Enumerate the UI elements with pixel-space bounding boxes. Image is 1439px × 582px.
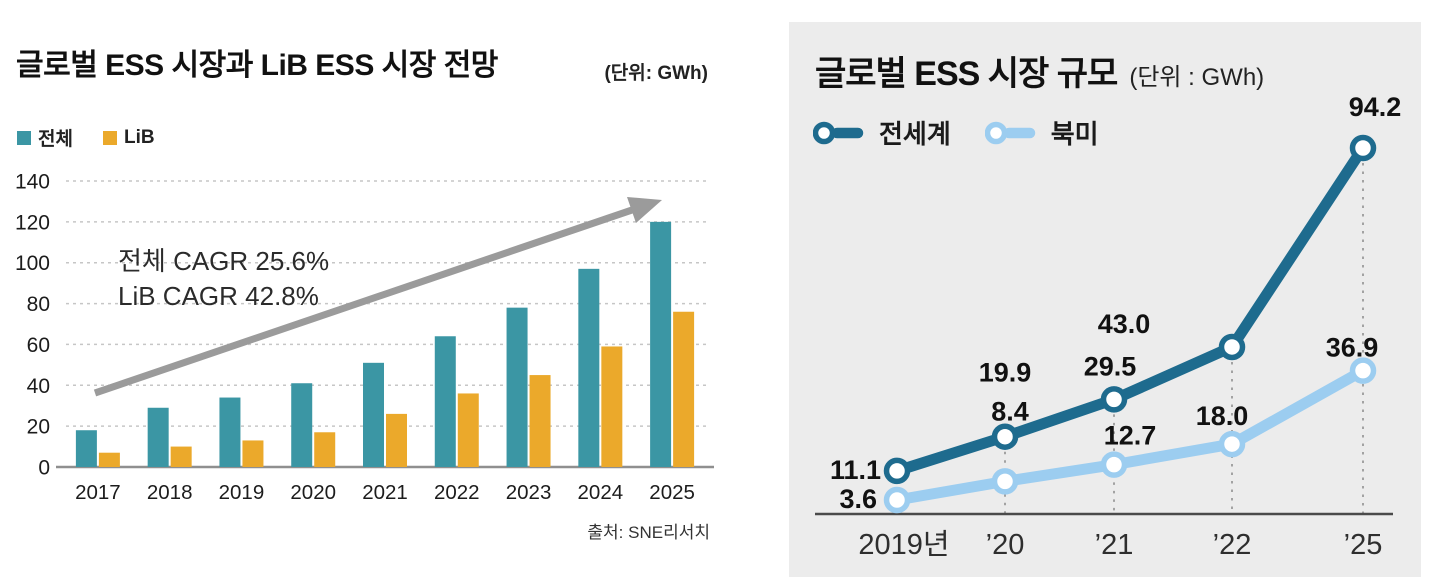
legend-swatch-icon — [102, 130, 117, 145]
legend-label: 전체 — [38, 129, 73, 150]
x-axis-tick-label: 2022 — [434, 481, 480, 504]
data-label-north-america: 3.6 — [839, 484, 877, 514]
left-chart-unit: (단위: GWh) — [604, 63, 708, 84]
x-axis-tick-label: 2017 — [75, 481, 121, 504]
x-axis-tick-label: 2024 — [578, 481, 624, 504]
bar-lib — [673, 311, 695, 467]
point-marker-worldwide — [883, 457, 911, 485]
y-axis-tick-label: 0 — [38, 457, 50, 480]
y-axis-tick-label: 40 — [27, 375, 50, 398]
data-label-worldwide: 19.9 — [979, 358, 1032, 388]
y-axis-tick-label: 100 — [15, 252, 50, 275]
x-axis-tick-label: ’21 — [1095, 529, 1134, 561]
bar-total — [578, 268, 600, 467]
bar-lib — [314, 432, 336, 467]
legend-item: 전체 — [17, 124, 73, 151]
data-label-north-america: 8.4 — [991, 396, 1029, 426]
left-chart-title: 글로벌 ESS 시장과 LiB ESS 시장 전망 — [16, 49, 498, 82]
right-chart-legend: 전세계 북미 — [813, 114, 1099, 151]
y-axis-tick-label: 80 — [27, 293, 50, 316]
trend-arrow — [93, 206, 634, 397]
left-chart-plot: 0 20 40 60 80 100 120 140 2017 2018 2019 2020 2021 20… — [0, 160, 740, 512]
data-label-north-america: 18.0 — [1196, 401, 1249, 431]
y-axis-tick-label: 20 — [27, 416, 50, 439]
legend-label: 북미 — [1050, 119, 1099, 149]
right-chart-title-row: 글로벌 ESS 시장 규모 (단위 : GWh) — [815, 46, 1264, 95]
right-chart-panel: 2019년 ’20 ’21 ’22 ’25 11.1 19.9 29.5 43.0 94.2 3.6… — [789, 22, 1421, 577]
legend-ring — [813, 121, 836, 144]
data-label-north-america: 12.7 — [1104, 421, 1157, 451]
data-label-worldwide: 11.1 — [830, 455, 881, 485]
line-chart-svg: 2019년 ’20 ’21 ’22 ’25 11.1 19.9 29.5 43.0 94.2 3.6… — [789, 22, 1421, 577]
point-marker-worldwide — [1349, 134, 1377, 162]
data-label-worldwide: 43.0 — [1098, 309, 1151, 339]
right-chart-plot: 2019년 ’20 ’21 ’22 ’25 11.1 19.9 29.5 43.0 94.2 3.6… — [789, 22, 1421, 577]
trend-arrow-head — [627, 197, 662, 223]
panel-background — [789, 22, 1421, 577]
bar-lib — [457, 393, 479, 467]
point-marker-north-america — [1349, 357, 1377, 384]
legend-item: 북미 — [984, 114, 1099, 151]
point-marker-worldwide — [991, 423, 1019, 450]
x-axis-tick-label: 2019 — [219, 481, 265, 504]
legend-marker-icon — [984, 121, 1036, 144]
x-axis-tick-label: 2021 — [362, 481, 408, 504]
x-axis-tick-label: ’25 — [1344, 529, 1383, 561]
data-label-worldwide: 29.5 — [1084, 351, 1137, 381]
bar-lib — [98, 452, 120, 467]
legend-swatch-icon — [17, 130, 31, 145]
cagr-annotation: 전체 CAGR 25.6% — [118, 246, 329, 276]
y-axis-tick-label: 60 — [27, 334, 50, 357]
point-marker-north-america — [883, 486, 911, 514]
point-marker-worldwide — [1218, 333, 1246, 361]
x-axis-tick-label: 2025 — [649, 481, 695, 504]
bar-total — [147, 407, 169, 467]
bar-total — [434, 336, 456, 467]
y-axis-tick-label: 140 — [15, 171, 50, 194]
cagr-annotation: LiB CAGR 42.8% — [118, 281, 319, 311]
right-chart-unit: (단위 : GWh) — [1129, 64, 1265, 91]
x-axis-tick-label: 2019년 — [858, 529, 949, 561]
y-axis-tick-label: 120 — [15, 211, 50, 234]
legend-ring — [984, 121, 1008, 144]
legend-marker-icon — [813, 121, 864, 144]
x-axis-tick-label: 2023 — [506, 481, 552, 504]
source-label: 출처: SNE리서치 — [587, 523, 710, 542]
bar-lib — [170, 446, 192, 467]
x-axis-tick-label: 2018 — [147, 481, 193, 504]
legend-item: 전세계 — [813, 114, 951, 151]
point-marker-north-america — [1100, 451, 1128, 478]
x-axis-tick-label: 2020 — [290, 481, 336, 504]
point-marker-worldwide — [1100, 386, 1128, 413]
bar-total — [291, 383, 313, 467]
legend-item: LiB — [102, 126, 155, 149]
bar-lib — [242, 440, 264, 467]
legend-label: 전세계 — [879, 119, 951, 149]
bar-lib — [601, 346, 623, 467]
point-marker-north-america — [991, 468, 1019, 495]
data-label-north-america: 36.9 — [1326, 333, 1379, 363]
right-chart-title: 글로벌 ESS 시장 규모 — [815, 55, 1118, 93]
bar-lib — [529, 375, 551, 467]
x-axis-tick-label: ’20 — [986, 529, 1025, 561]
bar-total — [363, 362, 384, 467]
data-label-worldwide: 94.2 — [1349, 92, 1402, 122]
left-chart-panel: 글로벌 ESS 시장과 LiB ESS 시장 전망 (단위: GWh) 전체 Li… — [0, 49, 740, 542]
left-chart-legend: 전체 LiB — [17, 124, 155, 151]
bar-chart-svg: 0 20 40 60 80 100 120 140 2017 2018 2019 2020 2021 20… — [15, 171, 714, 504]
bar-total — [75, 430, 97, 467]
point-marker-north-america — [1218, 430, 1246, 458]
legend-label: LiB — [123, 126, 155, 148]
bar-total — [506, 307, 528, 467]
x-axis-tick-label: ’22 — [1213, 529, 1252, 561]
bar-total — [219, 397, 241, 467]
bar-total — [650, 221, 672, 467]
bar-lib — [386, 413, 407, 467]
